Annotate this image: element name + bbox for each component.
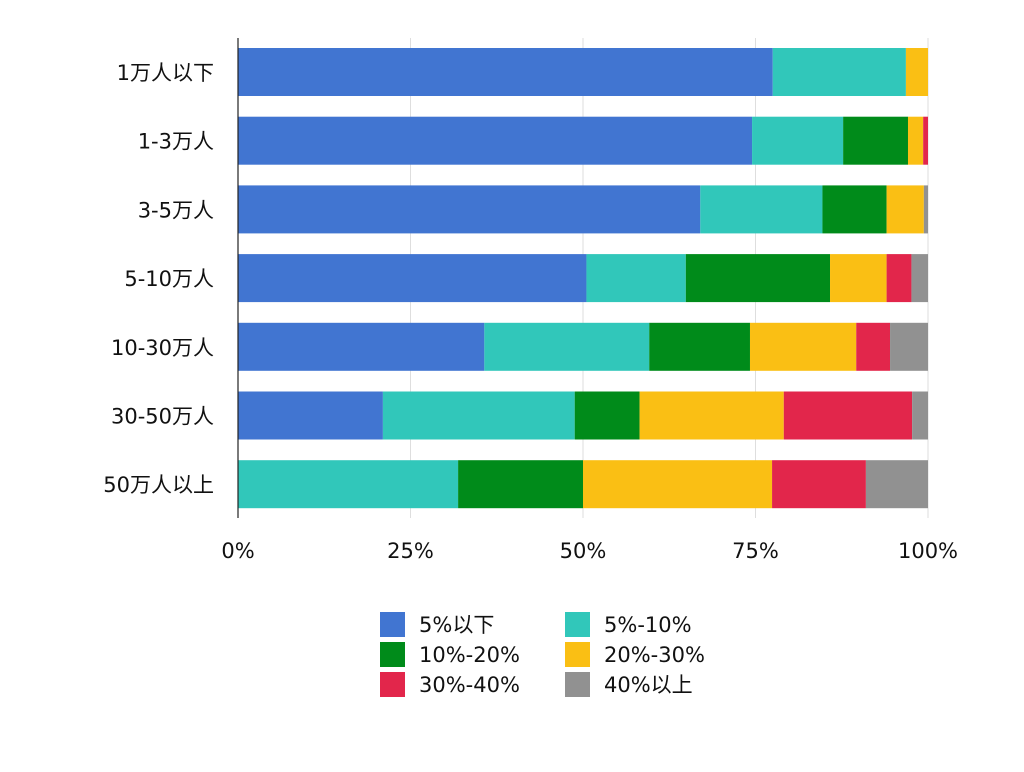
x-tick-label: 50% (560, 539, 607, 563)
bar-segment (458, 460, 583, 509)
x-tick-label: 75% (732, 539, 779, 563)
bar-segment (923, 185, 928, 234)
legend-label: 5%-10% (604, 613, 692, 637)
bar-segment (238, 185, 701, 234)
y-category-label: 5-10万人 (124, 267, 214, 291)
bar-segment (912, 391, 928, 440)
bar-segment (238, 116, 753, 165)
y-category-label: 10-30万人 (111, 336, 214, 360)
legend-swatch (565, 612, 590, 637)
legend-label: 5%以下 (419, 613, 494, 637)
bar-segment (238, 48, 773, 96)
bar-segment (772, 48, 906, 96)
y-category-label: 1-3万人 (138, 130, 214, 154)
bar-segment (822, 185, 887, 234)
bar-segment (238, 460, 459, 509)
bar-segment (752, 116, 844, 165)
bar-segment (639, 391, 784, 440)
bar-segment (783, 391, 913, 440)
y-category-label: 50万人以上 (103, 473, 214, 497)
x-tick-label: 0% (221, 539, 254, 563)
legend-swatch (380, 672, 405, 697)
bar-segment (856, 322, 891, 371)
bar-segment (749, 322, 857, 371)
bar-segment (911, 254, 928, 303)
x-tick-label: 100% (898, 539, 958, 563)
bar-segment (886, 185, 924, 234)
bar-segment (238, 391, 383, 440)
y-category-label: 1万人以下 (117, 61, 214, 85)
bar-segment (923, 116, 928, 165)
bar-segment (830, 254, 887, 303)
bar-segment (843, 116, 908, 165)
bar-segment (484, 322, 650, 371)
bar-segment (772, 460, 866, 509)
bar-segment (238, 322, 485, 371)
legend-label: 20%-30% (604, 643, 705, 667)
bar-segment (886, 254, 912, 303)
legend-swatch (565, 642, 590, 667)
bar-segment (583, 460, 773, 509)
x-tick-label: 25% (387, 539, 434, 563)
y-category-label: 30-50万人 (111, 405, 214, 429)
y-category-label: 3-5万人 (138, 198, 214, 222)
legend-swatch (380, 612, 405, 637)
bar-segment (865, 460, 928, 509)
legend-label: 40%以上 (604, 673, 693, 697)
bar-segment (586, 254, 686, 303)
bar-segment (907, 116, 924, 165)
bar-segment (700, 185, 823, 234)
bar-segment (238, 254, 587, 303)
bar-segment (905, 48, 928, 96)
legend-swatch (380, 642, 405, 667)
bars (238, 48, 928, 509)
bar-segment (890, 322, 928, 371)
bar-segment (649, 322, 750, 371)
bar-segment (685, 254, 831, 303)
legend: 5%以下 5%-10% 10%-20% 20%-30% 30%-40% 40%以上 (380, 612, 705, 697)
legend-label: 10%-20% (419, 643, 520, 667)
legend-label: 30%-40% (419, 673, 520, 697)
bar-segment (382, 391, 575, 440)
axes: 0% 25% 50% 75% 100% 1万人以下 1-3万人 3-5万人 5-10万人 10-3… (103, 38, 958, 563)
bar-segment (574, 391, 640, 440)
legend-swatch (565, 672, 590, 697)
